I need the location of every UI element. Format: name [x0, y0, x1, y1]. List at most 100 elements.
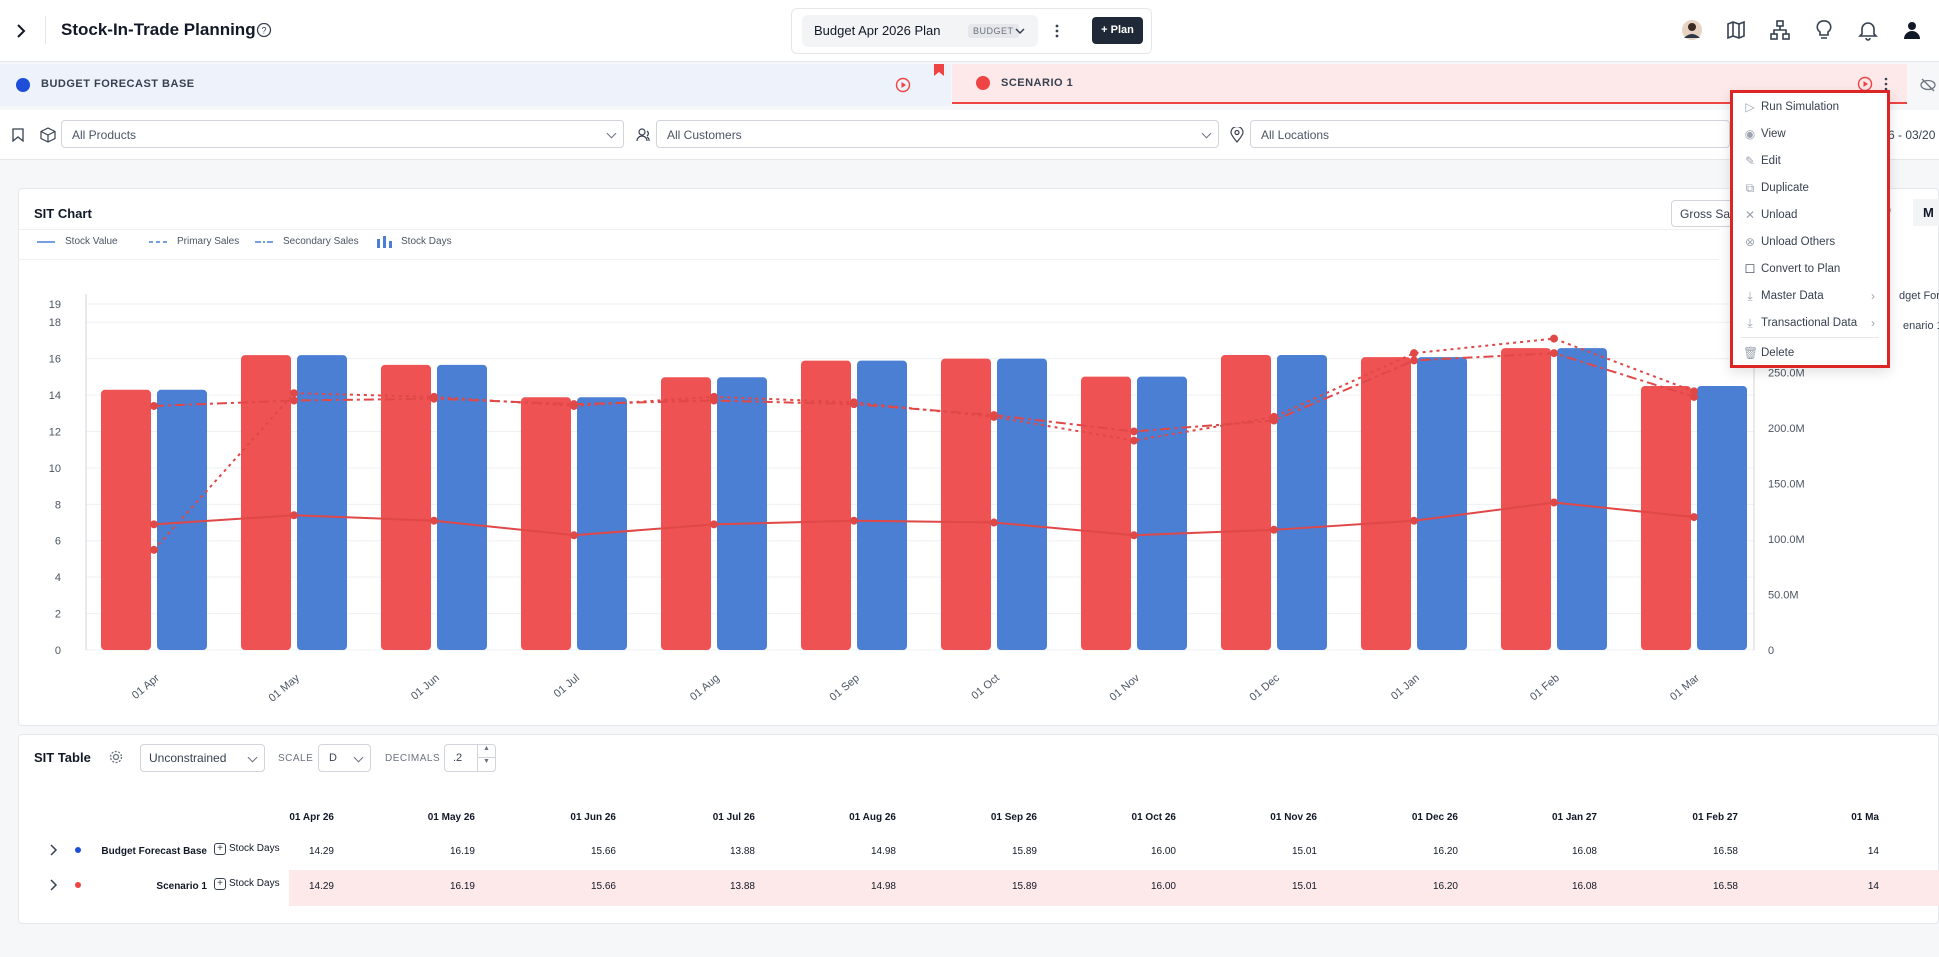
line-point[interactable] — [430, 516, 438, 525]
line-point[interactable] — [290, 396, 298, 405]
table-cell[interactable]: 13.88 — [729, 846, 755, 857]
line-point[interactable] — [1690, 392, 1698, 401]
menu-item-unload[interactable]: ✕ Unload — [1733, 203, 1887, 229]
help-icon[interactable]: ? — [256, 22, 272, 38]
line-point[interactable] — [570, 531, 578, 540]
bar-scenario[interactable] — [1501, 348, 1551, 650]
products-select[interactable]: All Products — [61, 120, 624, 148]
table-cell[interactable]: 16.08 — [1571, 881, 1597, 892]
menu-item-delete[interactable]: 🗑 Delete — [1733, 341, 1887, 367]
menu-item-unload-others[interactable]: ⊗ Unload Others — [1733, 230, 1887, 256]
table-cell[interactable]: 15.01 — [1291, 881, 1317, 892]
menu-item-transactional-data[interactable]: ⤓ Transactional Data › — [1733, 311, 1887, 337]
line-point[interactable] — [1410, 516, 1418, 525]
bar-base[interactable] — [437, 364, 487, 650]
expand-row-icon[interactable] — [49, 879, 59, 891]
line-point[interactable] — [430, 394, 438, 403]
line-point[interactable] — [290, 511, 298, 520]
bar-scenario[interactable] — [941, 358, 991, 650]
line-point[interactable] — [710, 520, 718, 529]
bar-base[interactable] — [577, 397, 627, 650]
date-range-field[interactable]: 6 - 03/20 — [1888, 128, 1936, 142]
table-cell[interactable]: 13.88 — [729, 881, 755, 892]
line-point[interactable] — [1410, 356, 1418, 365]
line-point[interactable] — [850, 400, 858, 409]
menu-item-view[interactable]: ◉ View — [1733, 122, 1887, 148]
add-measure-icon[interactable]: + — [214, 843, 226, 855]
bar-base[interactable] — [1557, 348, 1607, 650]
line-point[interactable] — [1410, 349, 1418, 358]
table-cell[interactable]: 14.98 — [870, 881, 896, 892]
line-point[interactable] — [1550, 334, 1558, 343]
table-cell[interactable]: 16.20 — [1432, 881, 1458, 892]
menu-item-duplicate[interactable]: ⧉ Duplicate — [1733, 176, 1887, 202]
bar-scenario[interactable] — [1641, 385, 1691, 650]
more-vertical-icon[interactable] — [1054, 23, 1060, 39]
line-point[interactable] — [1270, 525, 1278, 534]
bar-base[interactable] — [857, 360, 907, 650]
customers-select[interactable]: All Customers — [656, 120, 1219, 148]
more-vertical-icon[interactable] — [1883, 76, 1889, 92]
table-cell[interactable]: 15.01 — [1291, 846, 1317, 857]
play-circle-icon[interactable] — [895, 77, 911, 93]
table-cell[interactable]: 15.66 — [590, 881, 616, 892]
bookmark-icon[interactable] — [12, 128, 24, 142]
table-cell[interactable]: 16.00 — [1150, 881, 1176, 892]
line-point[interactable] — [990, 518, 998, 527]
table-cell[interactable]: 14 — [1867, 846, 1879, 857]
line-point[interactable] — [150, 520, 158, 529]
hierarchy-icon[interactable] — [1768, 18, 1792, 42]
table-cell[interactable]: 16.20 — [1432, 846, 1458, 857]
bar-base[interactable] — [157, 389, 207, 650]
scale-select[interactable]: D — [318, 744, 371, 772]
add-plan-button[interactable]: + Plan — [1092, 17, 1143, 44]
line-point[interactable] — [1130, 531, 1138, 540]
line-point[interactable] — [570, 400, 578, 409]
line-point[interactable] — [1270, 416, 1278, 425]
bell-icon[interactable] — [1856, 18, 1880, 42]
line-point[interactable] — [150, 545, 158, 554]
line-point[interactable] — [850, 516, 858, 525]
bar-base[interactable] — [297, 355, 347, 650]
avatar[interactable] — [1680, 18, 1704, 42]
table-cell[interactable]: 16.58 — [1712, 881, 1738, 892]
menu-item-convert-to-plan[interactable]: ☐ Convert to Plan — [1733, 257, 1887, 283]
menu-item-run-simulation[interactable]: ▷ Run Simulation — [1733, 95, 1887, 121]
decrement-icon[interactable]: ▼ — [477, 758, 495, 771]
bar-scenario[interactable] — [1361, 357, 1411, 650]
line-point[interactable] — [1550, 349, 1558, 358]
bar-scenario[interactable] — [521, 397, 571, 650]
increment-icon[interactable]: ▲ — [477, 745, 495, 758]
line-point[interactable] — [990, 411, 998, 420]
constraint-select[interactable]: Unconstrained — [140, 744, 265, 772]
line-point[interactable] — [1690, 513, 1698, 522]
expand-row-icon[interactable] — [49, 844, 59, 856]
bar-scenario[interactable] — [661, 377, 711, 650]
lightbulb-icon[interactable] — [1812, 18, 1836, 42]
bar-base[interactable] — [1697, 385, 1747, 650]
bar-scenario[interactable] — [381, 364, 431, 650]
table-cell[interactable]: 14.29 — [308, 846, 334, 857]
line-point[interactable] — [710, 396, 718, 405]
add-measure-icon[interactable]: + — [214, 878, 226, 890]
expand-sidebar-icon[interactable] — [12, 22, 30, 40]
plan-select[interactable]: Budget Apr 2026 Plan BUDGET — [802, 15, 1038, 47]
table-cell[interactable]: 14.29 — [308, 881, 334, 892]
line-point[interactable] — [1130, 427, 1138, 436]
table-cell[interactable]: 15.89 — [1011, 846, 1037, 857]
line-point[interactable] — [290, 389, 298, 398]
line-point[interactable] — [150, 401, 158, 410]
locations-select[interactable]: All Locations — [1250, 120, 1730, 148]
bar-base[interactable] — [997, 358, 1047, 650]
table-cell[interactable]: 14.98 — [870, 846, 896, 857]
bar-base[interactable] — [1277, 354, 1327, 650]
table-cell[interactable]: 15.89 — [1011, 881, 1037, 892]
period-toggle-m[interactable]: M — [1913, 199, 1939, 226]
menu-item-master-data[interactable]: ⤓ Master Data › — [1733, 284, 1887, 310]
bar-base[interactable] — [1417, 357, 1467, 650]
bar-base[interactable] — [717, 377, 767, 650]
bar-scenario[interactable] — [1221, 354, 1271, 650]
eye-off-icon[interactable] — [1920, 78, 1936, 92]
gear-icon[interactable] — [109, 750, 123, 764]
scenario-tab-1[interactable]: SCENARIO 1 — [952, 64, 1907, 104]
